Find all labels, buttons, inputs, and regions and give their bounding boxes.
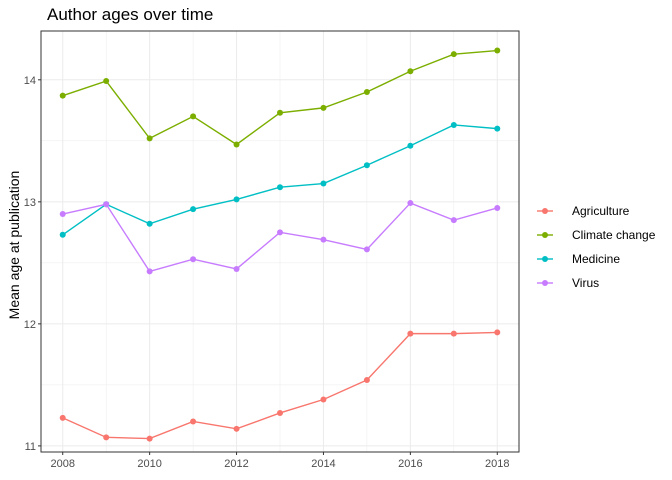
data-point bbox=[277, 109, 283, 116]
x-tick-label: 2012 bbox=[224, 458, 248, 470]
data-point bbox=[233, 196, 240, 203]
x-axis: 2008 2010 2012 2014 2016 2018 bbox=[50, 452, 510, 470]
data-point bbox=[450, 51, 457, 58]
data-point bbox=[233, 141, 240, 148]
legend: Agriculture Climate change Medicine Virus bbox=[537, 204, 656, 290]
legend-label: Agriculture bbox=[572, 204, 630, 218]
series-virus bbox=[59, 200, 501, 275]
y-axis: 11 12 13 14 bbox=[24, 75, 41, 453]
data-point bbox=[407, 68, 414, 75]
legend-key-point bbox=[542, 280, 548, 286]
plot-panel-border bbox=[40, 30, 520, 453]
data-point bbox=[233, 425, 240, 432]
legend-key-point bbox=[542, 208, 548, 214]
x-tick-label: 2010 bbox=[137, 458, 161, 470]
y-axis-title: Mean age at publication bbox=[6, 171, 22, 320]
x-tick-label: 2016 bbox=[398, 458, 422, 470]
data-point bbox=[233, 265, 240, 272]
series-group bbox=[59, 47, 501, 442]
x-tick-label: 2008 bbox=[50, 458, 74, 470]
data-point bbox=[277, 184, 283, 191]
data-point bbox=[59, 231, 66, 238]
data-point bbox=[103, 201, 110, 208]
data-point bbox=[190, 418, 197, 425]
data-point bbox=[363, 89, 370, 96]
data-point bbox=[103, 434, 110, 441]
data-point bbox=[59, 211, 66, 218]
data-point bbox=[494, 329, 501, 336]
legend-key-point bbox=[542, 256, 548, 262]
data-point bbox=[363, 377, 370, 384]
data-point bbox=[146, 220, 153, 227]
data-point bbox=[494, 47, 501, 54]
data-point bbox=[277, 229, 283, 236]
data-point bbox=[59, 414, 66, 421]
y-tick-label: 14 bbox=[24, 75, 36, 87]
legend-label: Virus bbox=[572, 276, 599, 290]
y-tick-label: 12 bbox=[24, 319, 36, 331]
data-point bbox=[146, 268, 153, 275]
data-point bbox=[103, 78, 110, 85]
data-point bbox=[190, 256, 197, 263]
y-tick-label: 11 bbox=[25, 441, 36, 453]
data-point bbox=[407, 200, 414, 207]
data-point bbox=[363, 162, 370, 169]
legend-key-point bbox=[542, 232, 548, 238]
data-point bbox=[320, 396, 327, 403]
chart-title: Author ages over time bbox=[47, 5, 213, 24]
series-agriculture bbox=[59, 329, 501, 442]
x-tick-label: 2014 bbox=[311, 458, 335, 470]
data-point bbox=[320, 104, 327, 111]
data-point bbox=[363, 246, 370, 253]
legend-label: Climate change bbox=[572, 228, 656, 242]
data-point bbox=[146, 435, 153, 442]
data-point bbox=[450, 217, 457, 224]
data-point bbox=[494, 204, 501, 211]
grid bbox=[41, 31, 519, 452]
data-point bbox=[277, 409, 283, 416]
legend-label: Medicine bbox=[572, 252, 620, 266]
data-point bbox=[450, 121, 457, 128]
series-climate-change bbox=[59, 47, 501, 148]
data-point bbox=[407, 330, 414, 337]
data-point bbox=[190, 206, 197, 213]
data-point bbox=[146, 135, 153, 142]
data-point bbox=[59, 92, 66, 99]
x-tick-label: 2018 bbox=[485, 458, 509, 470]
data-point bbox=[190, 113, 197, 120]
data-point bbox=[494, 125, 501, 132]
y-tick-label: 13 bbox=[24, 197, 36, 209]
data-point bbox=[320, 236, 327, 243]
data-point bbox=[320, 180, 327, 187]
data-point bbox=[450, 330, 457, 337]
data-point bbox=[407, 142, 414, 149]
